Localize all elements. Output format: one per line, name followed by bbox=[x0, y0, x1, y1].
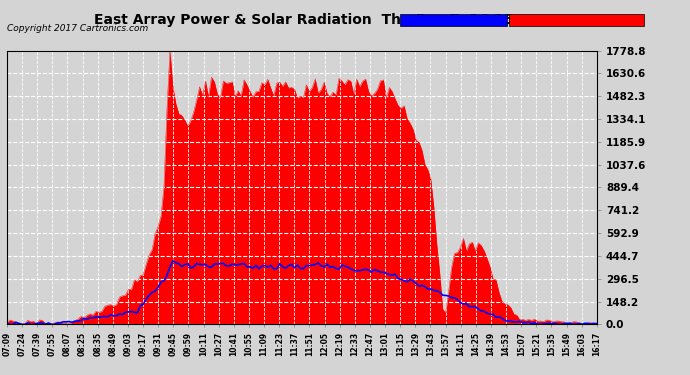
Text: East Array Power & Solar Radiation  Thu Dec 7  16:25: East Array Power & Solar Radiation Thu D… bbox=[94, 13, 513, 27]
Text: Radiation (W/m2): Radiation (W/m2) bbox=[404, 15, 493, 24]
Text: Copyright 2017 Cartronics.com: Copyright 2017 Cartronics.com bbox=[7, 24, 148, 33]
Text: East Array (DC Watts): East Array (DC Watts) bbox=[513, 15, 624, 24]
